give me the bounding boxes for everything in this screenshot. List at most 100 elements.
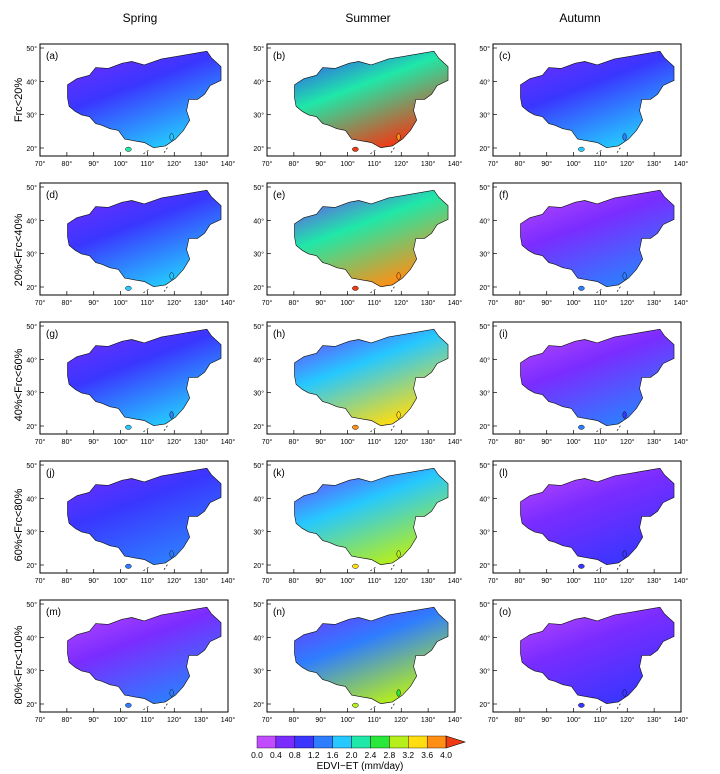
panel-label: (d) (46, 190, 58, 201)
y-tick-label: 20° (253, 145, 264, 153)
x-tick-label: 80° (515, 299, 526, 307)
taiwan-island (169, 272, 174, 280)
x-tick-label: 120° (167, 577, 182, 585)
x-tick-label: 110° (140, 577, 154, 585)
y-tick-label: 30° (253, 251, 264, 259)
x-tick-label: 130° (194, 160, 209, 168)
panel-label: (i) (499, 329, 508, 340)
x-tick-label: 110° (140, 716, 154, 724)
y-tick-label: 30° (26, 390, 37, 398)
sea-boundary (370, 702, 396, 711)
x-tick-label: 70° (488, 438, 499, 446)
colorbar-swatch (332, 735, 352, 749)
x-tick-label: 120° (620, 716, 635, 724)
hainan-island (125, 285, 132, 291)
y-tick-label: 20° (253, 562, 264, 570)
y-tick-label: 20° (26, 701, 37, 709)
sea-boundary (596, 702, 622, 711)
y-tick-label: 40° (479, 356, 490, 364)
x-tick-label: 110° (140, 299, 154, 307)
hainan-island (578, 285, 585, 291)
hainan-island (352, 285, 359, 291)
x-tick-label: 130° (647, 716, 662, 724)
map-panel: (f) 50° 40° 30° 20° 70° 80° 90° 100° 110° 120° 130°… (479, 182, 689, 307)
y-tick-label: 20° (479, 562, 490, 570)
y-tick-label: 40° (479, 495, 490, 503)
hainan-island (578, 702, 585, 708)
x-tick-label: 100° (340, 438, 355, 446)
sea-boundary (143, 702, 169, 711)
x-tick-label: 70° (262, 716, 273, 724)
taiwan-island (396, 272, 401, 280)
x-tick-label: 120° (620, 577, 635, 585)
x-tick-label: 90° (315, 716, 326, 724)
x-tick-label: 140° (674, 299, 689, 307)
x-tick-label: 140° (448, 299, 463, 307)
x-tick-label: 110° (593, 299, 607, 307)
y-tick-label: 50° (253, 184, 264, 192)
x-tick-label: 80° (289, 299, 300, 307)
x-tick-label: 80° (515, 160, 526, 168)
colorbar-title: EDVI−ET (mm/day) (317, 761, 404, 772)
column-header-spring: Spring (123, 11, 158, 25)
y-tick-label: 50° (253, 45, 264, 53)
y-tick-label: 30° (26, 668, 37, 676)
taiwan-island (622, 411, 627, 419)
x-tick-label: 100° (340, 160, 355, 168)
y-tick-label: 30° (26, 529, 37, 537)
y-tick-label: 40° (26, 356, 37, 364)
colorbar-swatch (275, 735, 296, 749)
x-tick-label: 140° (674, 438, 689, 446)
sea-boundary (143, 424, 169, 433)
x-tick-label: 120° (167, 160, 182, 168)
x-tick-label: 90° (315, 160, 326, 168)
y-tick-label: 40° (253, 217, 264, 225)
colorbar-swatch (389, 735, 409, 749)
y-tick-label: 20° (479, 284, 490, 292)
x-tick-label: 140° (448, 438, 463, 446)
x-tick-label: 90° (88, 577, 99, 585)
sea-boundary (143, 563, 169, 572)
hainan-island (352, 702, 359, 708)
y-tick-label: 50° (253, 462, 264, 470)
x-tick-label: 90° (88, 716, 99, 724)
x-tick-label: 90° (88, 160, 99, 168)
x-tick-label: 110° (367, 160, 381, 168)
x-tick-label: 130° (194, 438, 209, 446)
sea-boundary (143, 146, 169, 155)
y-tick-label: 50° (253, 323, 264, 331)
x-tick-label: 100° (340, 577, 355, 585)
y-tick-label: 20° (479, 145, 490, 153)
map-panel: (a) 50° 40° 30° 20° 70° 80° 90° 100° 110° 120° 130°… (26, 43, 235, 168)
colorbar-swatch (351, 735, 371, 749)
colorbar-swatch (294, 735, 314, 749)
x-tick-label: 100° (340, 716, 355, 724)
x-tick-label: 80° (62, 577, 73, 585)
x-tick-label: 110° (593, 716, 607, 724)
x-tick-label: 80° (62, 438, 73, 446)
x-tick-label: 140° (674, 577, 689, 585)
y-tick-label: 40° (253, 78, 264, 86)
x-tick-label: 80° (289, 716, 300, 724)
taiwan-island (396, 550, 401, 558)
panel-label: (k) (273, 468, 285, 479)
x-tick-label: 140° (674, 160, 689, 168)
row-label-2: 20%<Frc<40% (13, 213, 25, 286)
y-tick-label: 50° (479, 323, 490, 331)
panel-label: (n) (273, 607, 285, 618)
x-tick-label: 70° (35, 577, 46, 585)
hainan-island (125, 702, 132, 708)
x-tick-label: 130° (194, 577, 209, 585)
taiwan-island (622, 689, 627, 697)
x-tick-label: 70° (35, 438, 46, 446)
x-tick-label: 90° (315, 299, 326, 307)
colorbar-swatch (445, 735, 466, 749)
colorbar-tick-label: 1.6 (327, 750, 339, 760)
x-tick-label: 70° (262, 299, 273, 307)
y-tick-label: 30° (26, 251, 37, 259)
sea-boundary (370, 285, 396, 294)
map-panel: (i) 50° 40° 30° 20° 70° 80° 90° 100° 110° 120° 130°… (479, 321, 689, 446)
colorbar-swatch (313, 735, 333, 749)
y-tick-label: 30° (479, 251, 490, 259)
y-tick-label: 40° (26, 217, 37, 225)
